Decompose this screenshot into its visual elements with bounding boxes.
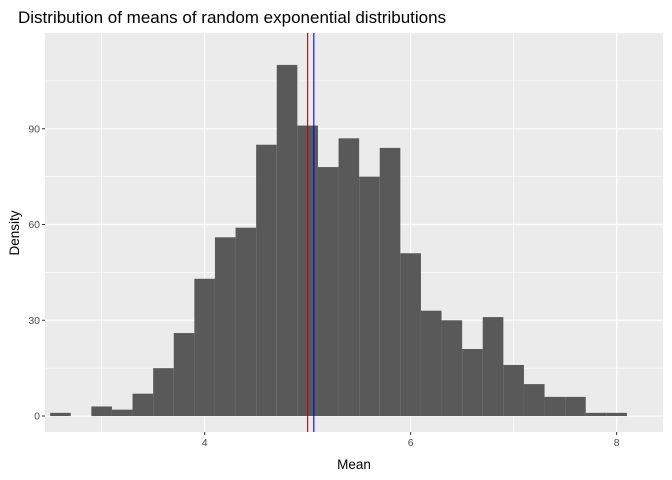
histogram-bar [585, 412, 607, 417]
histogram-bar [359, 176, 380, 417]
histogram-bar [379, 147, 401, 417]
x-tick-label: 4 [202, 437, 208, 449]
histogram-bar [420, 310, 442, 417]
histogram-bar [317, 167, 339, 417]
histogram-bar [462, 349, 483, 417]
histogram-bar [482, 317, 504, 417]
histogram-bar [50, 412, 71, 417]
histogram-bar [400, 253, 421, 417]
y-tick-label: 90 [28, 123, 40, 135]
histogram-bar [565, 396, 586, 417]
x-axis-title: Mean [337, 457, 371, 472]
chart-title: Distribution of means of random exponent… [18, 8, 446, 27]
y-tick-label: 30 [28, 315, 40, 327]
histogram-bar [111, 409, 133, 417]
histogram-bar [503, 364, 524, 417]
histogram-bar [214, 237, 236, 417]
histogram-bars [50, 64, 627, 417]
histogram-bar [194, 278, 215, 417]
histogram-bar [441, 320, 463, 417]
histogram-bar [606, 412, 627, 417]
reference-lines [307, 33, 315, 432]
x-tick-label: 6 [408, 437, 414, 449]
histogram-bar [256, 144, 277, 417]
histogram-bar [544, 396, 566, 417]
y-axis-title: Density [7, 210, 22, 255]
y-axis: 0 30 60 90 [28, 123, 45, 423]
histogram-bar [276, 64, 298, 417]
x-tick-label: 8 [614, 437, 620, 449]
y-tick-label: 60 [28, 219, 40, 231]
histogram-bar [338, 138, 360, 417]
histogram-bar [91, 406, 112, 417]
histogram-bar [132, 393, 154, 417]
y-tick-label: 0 [34, 411, 40, 423]
histogram-bar [523, 384, 545, 417]
x-axis: 4 6 8 [202, 432, 620, 449]
histogram-bar [173, 333, 195, 417]
histogram-bar [235, 227, 257, 417]
histogram-bar [153, 368, 174, 417]
